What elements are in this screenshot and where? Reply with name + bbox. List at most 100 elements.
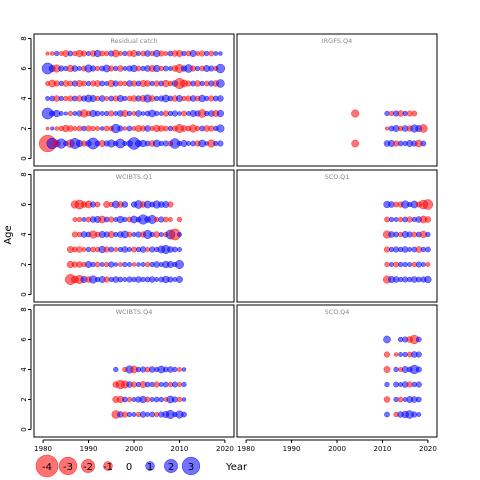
y-tick-label: 0 — [20, 427, 28, 431]
bubble-point — [383, 351, 391, 358]
bubble-point — [149, 397, 155, 402]
bubble-point — [425, 231, 431, 238]
panel-frame — [33, 33, 235, 167]
y-tick-label: 2 — [20, 262, 28, 266]
bubble-point — [407, 247, 413, 252]
bubble-point — [144, 261, 151, 268]
bubble-point — [126, 411, 133, 418]
bubble-point — [181, 110, 187, 117]
x-tick-label: 1980 — [237, 445, 255, 453]
legend-bubble — [181, 456, 201, 476]
bubble-point — [162, 216, 169, 223]
bubble-point — [145, 412, 151, 417]
bubble-point — [425, 246, 431, 253]
bubble-point — [140, 111, 146, 116]
bubble-point — [216, 79, 225, 88]
bubble-point — [393, 217, 399, 222]
panel: WCIBTS.Q1 — [33, 169, 235, 303]
bubble-point — [384, 110, 390, 117]
bubble-point — [411, 411, 418, 418]
bubble-point — [99, 50, 106, 57]
bubble-point — [172, 366, 178, 373]
bubble-point — [108, 261, 115, 268]
bubble-point — [140, 262, 146, 267]
bubble-point — [420, 262, 426, 267]
bubble-point — [177, 382, 182, 387]
bubble-point — [415, 261, 422, 268]
bubble-point — [177, 111, 182, 116]
legend: -4 -3 -2 -1 0 1 2 3 — [35, 454, 201, 478]
legend-bubble — [35, 454, 59, 478]
bubble-point — [94, 110, 101, 117]
bubble-point — [167, 276, 174, 283]
bubble-point — [122, 277, 128, 282]
bubble-point — [175, 260, 184, 269]
bubble-point — [384, 381, 390, 388]
bubble-point — [81, 80, 87, 87]
panel: SCO.Q4 — [236, 304, 438, 438]
bubble-point — [85, 246, 92, 253]
bubble-point — [422, 199, 434, 210]
bubble-point — [402, 261, 408, 268]
legend-label: 0 — [126, 462, 132, 473]
bubble-point — [135, 65, 142, 72]
bubble-point — [99, 126, 105, 131]
bubble-point — [136, 262, 141, 267]
bubble-point — [117, 125, 124, 132]
bubble-point — [126, 110, 133, 117]
bubble-point — [171, 381, 178, 388]
bubble-point — [67, 110, 74, 117]
y-tick-label: 2 — [20, 397, 28, 401]
panel-title: Residual catch — [110, 37, 157, 45]
bubble-point — [194, 65, 201, 72]
x-tick-label: 2020 — [216, 445, 234, 453]
legend-bubble — [145, 461, 155, 471]
y-tick-label: 6 — [20, 337, 28, 342]
bubble-point — [67, 50, 74, 57]
bubble-point — [154, 110, 160, 117]
bubble-point — [389, 262, 394, 267]
bubble-point — [176, 216, 183, 223]
y-tick-label: 8 — [20, 36, 28, 40]
bubble-point — [90, 246, 96, 253]
bubble-point — [351, 109, 360, 118]
bubble-point — [384, 126, 390, 131]
legend-label: -1 — [103, 462, 113, 473]
bubble-point — [108, 246, 115, 253]
bubble-point — [71, 65, 79, 72]
bubble-point — [108, 216, 115, 223]
bubble-point — [117, 80, 124, 87]
bubble-point — [131, 412, 137, 417]
bubble-point — [122, 396, 128, 403]
bubble-point — [127, 262, 132, 267]
bubble-point — [45, 96, 51, 101]
bubble-point — [131, 246, 137, 253]
bubble-point — [204, 50, 210, 57]
bubble-point — [153, 396, 160, 403]
y-tick-label: 2 — [20, 126, 28, 130]
bubble-point — [195, 51, 201, 56]
bubble-point — [419, 124, 428, 133]
bubble-point — [126, 231, 133, 238]
x-tick-label: 2010 — [171, 445, 189, 453]
bubble-point — [113, 247, 119, 252]
legend-label: 3 — [188, 462, 194, 473]
bubble-point — [383, 396, 391, 403]
legend-bubble — [103, 461, 113, 471]
bubble-point — [407, 262, 413, 267]
bubble-point — [72, 126, 78, 131]
panel-title: IRGFS.Q4 — [322, 37, 353, 45]
bubble-point — [122, 95, 128, 102]
y-tick-label: 0 — [20, 156, 28, 160]
bubble-point — [397, 216, 404, 223]
x-tick-label: 1990 — [80, 445, 98, 453]
x-tick-label: 1980 — [34, 445, 52, 453]
bubble-point — [99, 262, 105, 267]
bubble-point — [158, 396, 164, 403]
legend-label: -2 — [83, 462, 93, 473]
bubble-point — [181, 367, 187, 372]
bubble-point — [158, 50, 165, 57]
bubble-point — [393, 261, 399, 268]
bubble-point — [153, 231, 160, 238]
bubble-point — [72, 217, 78, 222]
